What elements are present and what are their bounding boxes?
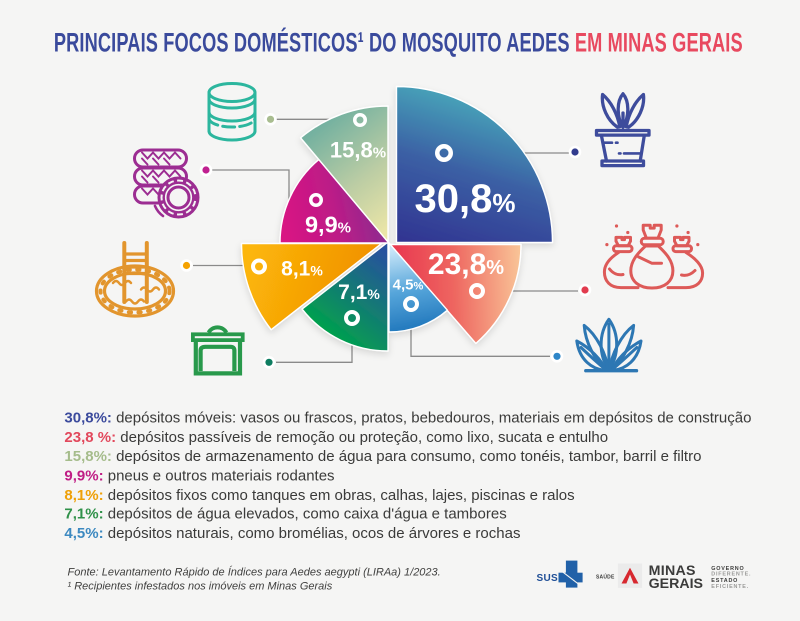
svg-text:7,1%: 7,1% [338,281,380,304]
svg-text:EFICIENTE.: EFICIENTE. [711,584,749,590]
svg-text:9,9%: pneus e outros materiais: 9,9%: pneus e outros materiais rodantes [64,468,334,485]
svg-text:GERAIS: GERAIS [649,576,703,592]
svg-text:MINAS: MINAS [649,563,696,579]
svg-text:ESTADO: ESTADO [711,578,738,584]
svg-text:7,1%: depósitos de água elevad: 7,1%: depósitos de água elevados, como c… [64,506,506,523]
svg-text:GOVERNO: GOVERNO [711,566,744,572]
svg-text:DIFERENTE.: DIFERENTE. [711,572,751,578]
svg-text:4,5%: depósitos naturais, como: 4,5%: depósitos naturais, como bromélias… [64,525,520,542]
svg-text:PRINCIPAIS FOCOS DOMÉSTICOS¹ D: PRINCIPAIS FOCOS DOMÉSTICOS¹ DO MOSQUITO… [54,26,743,58]
svg-text:4,5%: 4,5% [393,277,424,294]
svg-text:SAÚDE: SAÚDE [596,574,615,581]
svg-text:30,8%: depósitos móveis: vasos: 30,8%: depósitos móveis: vasos ou frasco… [64,410,751,427]
svg-text:Fonte: Levantamento Rápido de: Fonte: Levantamento Rápido de Índices pa… [68,566,441,579]
svg-text:8,1%: depósitos fixos como tan: 8,1%: depósitos fixos como tanques em ob… [64,487,574,504]
svg-text:SUS: SUS [537,573,558,584]
svg-text:8,1%: 8,1% [281,258,323,281]
svg-text:15,8%: depósitos de armazename: 15,8%: depósitos de armazenamento de águ… [64,448,701,465]
svg-text:23,8 %: depósitos passíveis de: 23,8 %: depósitos passíveis de remoção o… [64,429,608,446]
svg-text:¹ Recipientes infestados nos i: ¹ Recipientes infestados nos imóveis em … [68,581,333,593]
